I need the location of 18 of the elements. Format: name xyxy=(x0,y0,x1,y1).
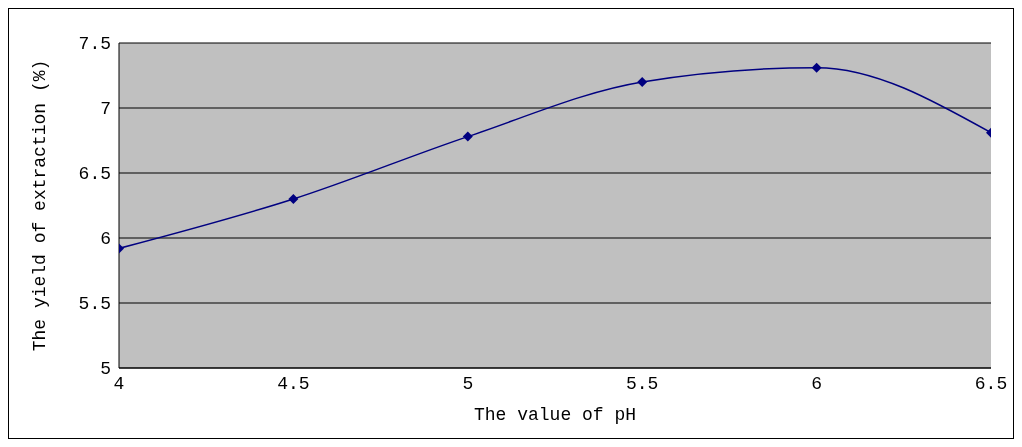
x-axis-title: The value of pH xyxy=(473,405,637,425)
x-tick-label: 5.5 xyxy=(626,373,659,394)
x-tick-label: 6 xyxy=(811,373,823,394)
y-tick-label: 7 xyxy=(100,99,111,120)
y-tick-label: 7.5 xyxy=(78,34,111,55)
x-tick-label: 6.5 xyxy=(974,373,1008,394)
y-tick-label: 5.5 xyxy=(78,294,111,315)
x-tick-label: 5 xyxy=(462,373,474,394)
point xyxy=(288,194,299,204)
point xyxy=(811,62,822,73)
point xyxy=(462,131,473,142)
y-tick-label: 6.5 xyxy=(78,164,111,185)
x-tick-label: 4 xyxy=(113,373,125,394)
y-tick-label: 5 xyxy=(100,359,111,380)
point xyxy=(637,77,648,87)
x-tick-label: 4.5 xyxy=(277,373,310,394)
y-axis-title: The yield of extraction (%) xyxy=(30,59,51,352)
y-tick-label: 6 xyxy=(100,229,111,250)
